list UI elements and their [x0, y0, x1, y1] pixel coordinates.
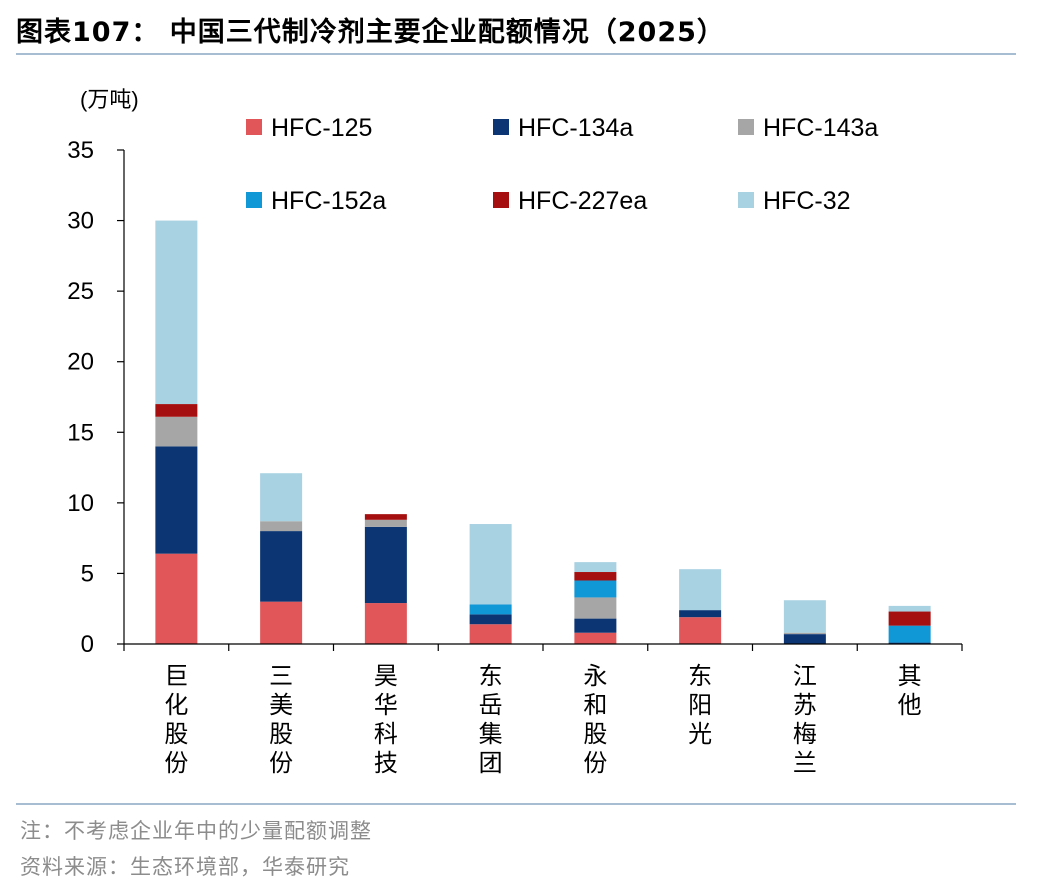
bar-segment-hfc-134a: [783, 634, 826, 644]
bar-segment-hfc-125: [260, 601, 303, 644]
x-axis: 巨化股份 三美股份 昊华科技 东岳集团 永和股份 东阳光 江苏梅兰 其他: [123, 643, 963, 777]
bar-segment-hfc-134a: [469, 614, 512, 625]
bar-segment-hfc-134a: [679, 610, 722, 618]
x-category-label: 东岳集团: [479, 663, 503, 777]
y-tick-label: 25: [67, 278, 94, 305]
bar-segment-hfc-32: [574, 562, 617, 573]
bar-segment-hfc-227ea: [155, 404, 198, 417]
bars: [155, 220, 931, 644]
bar-segment-hfc-32: [783, 600, 826, 633]
y-tick-label: 15: [67, 419, 94, 446]
bar-segment-hfc-143a: [783, 632, 826, 635]
footnote: 注：不考虑企业年中的少量配额调整: [20, 819, 372, 843]
legend-label: HFC-143a: [763, 114, 878, 142]
bar-segment-hfc-125: [364, 603, 407, 644]
x-category-label: 其他: [898, 663, 922, 719]
bar-segment-hfc-125: [155, 553, 198, 644]
legend-label: HFC-125: [271, 114, 372, 142]
title-divider: [16, 53, 1016, 55]
y-unit-label: (万吨): [80, 87, 139, 112]
legend-swatch: [493, 192, 509, 208]
source-note: 资料来源：生态环境部，华泰研究: [20, 855, 350, 879]
bar-segment-hfc-227ea: [574, 572, 617, 581]
y-tick-label: 30: [67, 208, 94, 235]
stacked-bar-chart: (万吨) 0 5 10 15 20 25 30 35 巨化股份 三美股份 昊华科技 东岳集团 永和股份 东…: [67, 87, 963, 777]
bar-segment-hfc-125: [574, 632, 617, 644]
bar-segment-hfc-134a: [364, 526, 407, 604]
bar-segment-hfc-32: [469, 524, 512, 605]
bar-segment-hfc-152a: [469, 604, 512, 615]
y-tick-label: 0: [81, 631, 94, 658]
y-axis: (万吨) 0 5 10 15 20 25 30 35: [67, 87, 138, 658]
chart-title: 图表107： 中国三代制冷剂主要企业配额情况（2025）: [16, 17, 725, 48]
x-category-label: 永和股份: [583, 663, 607, 777]
legend-swatch: [738, 192, 754, 208]
y-tick-label: 5: [81, 560, 94, 587]
bar-segment-hfc-134a: [888, 642, 931, 644]
bar-segment-hfc-134a: [155, 446, 198, 554]
bar-segment-hfc-32: [155, 220, 198, 405]
bar-segment-hfc-143a: [260, 521, 303, 532]
bar-segment-hfc-134a: [260, 531, 303, 602]
bar-segment-hfc-125: [469, 624, 512, 644]
bar-segment-hfc-227ea: [888, 611, 931, 626]
y-tick-label: 10: [67, 490, 94, 517]
legend-swatch: [246, 192, 262, 208]
legend-label: HFC-227ea: [518, 187, 647, 215]
bar-segment-hfc-152a: [888, 625, 931, 643]
bar-segment-hfc-143a: [155, 416, 198, 447]
legend-swatch: [246, 119, 262, 135]
bar-segment-hfc-134a: [574, 618, 617, 633]
y-tick-label: 20: [67, 349, 94, 376]
bar-segment-hfc-32: [888, 605, 931, 612]
legend-label: HFC-152a: [271, 187, 386, 215]
bar-segment-hfc-143a: [574, 597, 617, 619]
x-category-label: 东阳光: [688, 663, 712, 748]
bar-segment-hfc-32: [260, 473, 303, 522]
bar-segment-hfc-125: [679, 617, 722, 644]
legend-label: HFC-32: [763, 187, 851, 215]
bar-segment-hfc-152a: [574, 580, 617, 598]
bar-segment-hfc-32: [679, 569, 722, 611]
x-category-label: 江苏梅兰: [793, 663, 817, 777]
legend-swatch: [493, 119, 509, 135]
legend-swatch: [738, 119, 754, 135]
footer-divider: [16, 803, 1016, 805]
bar-segment-hfc-143a: [364, 519, 407, 527]
bar-segment-hfc-227ea: [364, 514, 407, 520]
legend-label: HFC-134a: [518, 114, 633, 142]
x-category-label: 昊华科技: [374, 663, 398, 777]
legend: HFC-125 HFC-134a HFC-143a HFC-152a HFC-227ea…: [246, 114, 878, 215]
x-category-label: 巨化股份: [164, 663, 188, 777]
y-tick-label: 35: [67, 137, 94, 164]
x-category-label: 三美股份: [269, 663, 293, 777]
